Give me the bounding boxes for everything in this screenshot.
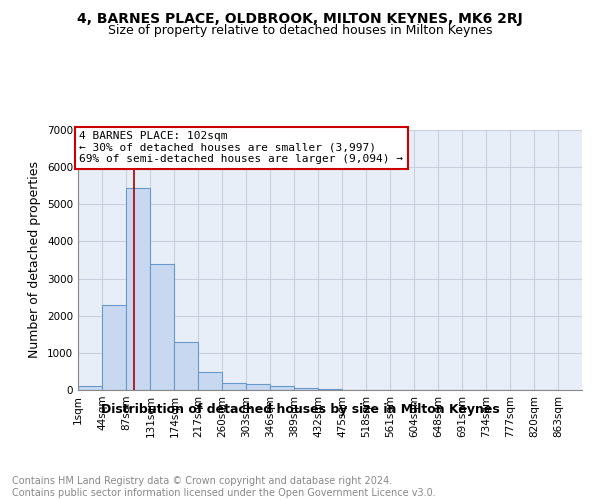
Bar [222, 382, 246, 390]
Bar [102, 304, 126, 390]
Text: Distribution of detached houses by size in Milton Keynes: Distribution of detached houses by size … [101, 402, 499, 415]
Text: Contains HM Land Registry data © Crown copyright and database right 2024.
Contai: Contains HM Land Registry data © Crown c… [12, 476, 436, 498]
Bar [198, 372, 222, 390]
Bar [270, 386, 294, 390]
Bar [126, 188, 150, 390]
Y-axis label: Number of detached properties: Number of detached properties [28, 162, 41, 358]
Bar [246, 384, 270, 390]
Bar [78, 386, 102, 390]
Bar [151, 264, 175, 390]
Bar [294, 388, 318, 390]
Text: 4 BARNES PLACE: 102sqm
← 30% of detached houses are smaller (3,997)
69% of semi-: 4 BARNES PLACE: 102sqm ← 30% of detached… [79, 132, 403, 164]
Text: 4, BARNES PLACE, OLDBROOK, MILTON KEYNES, MK6 2RJ: 4, BARNES PLACE, OLDBROOK, MILTON KEYNES… [77, 12, 523, 26]
Text: Size of property relative to detached houses in Milton Keynes: Size of property relative to detached ho… [108, 24, 492, 37]
Bar [175, 342, 198, 390]
